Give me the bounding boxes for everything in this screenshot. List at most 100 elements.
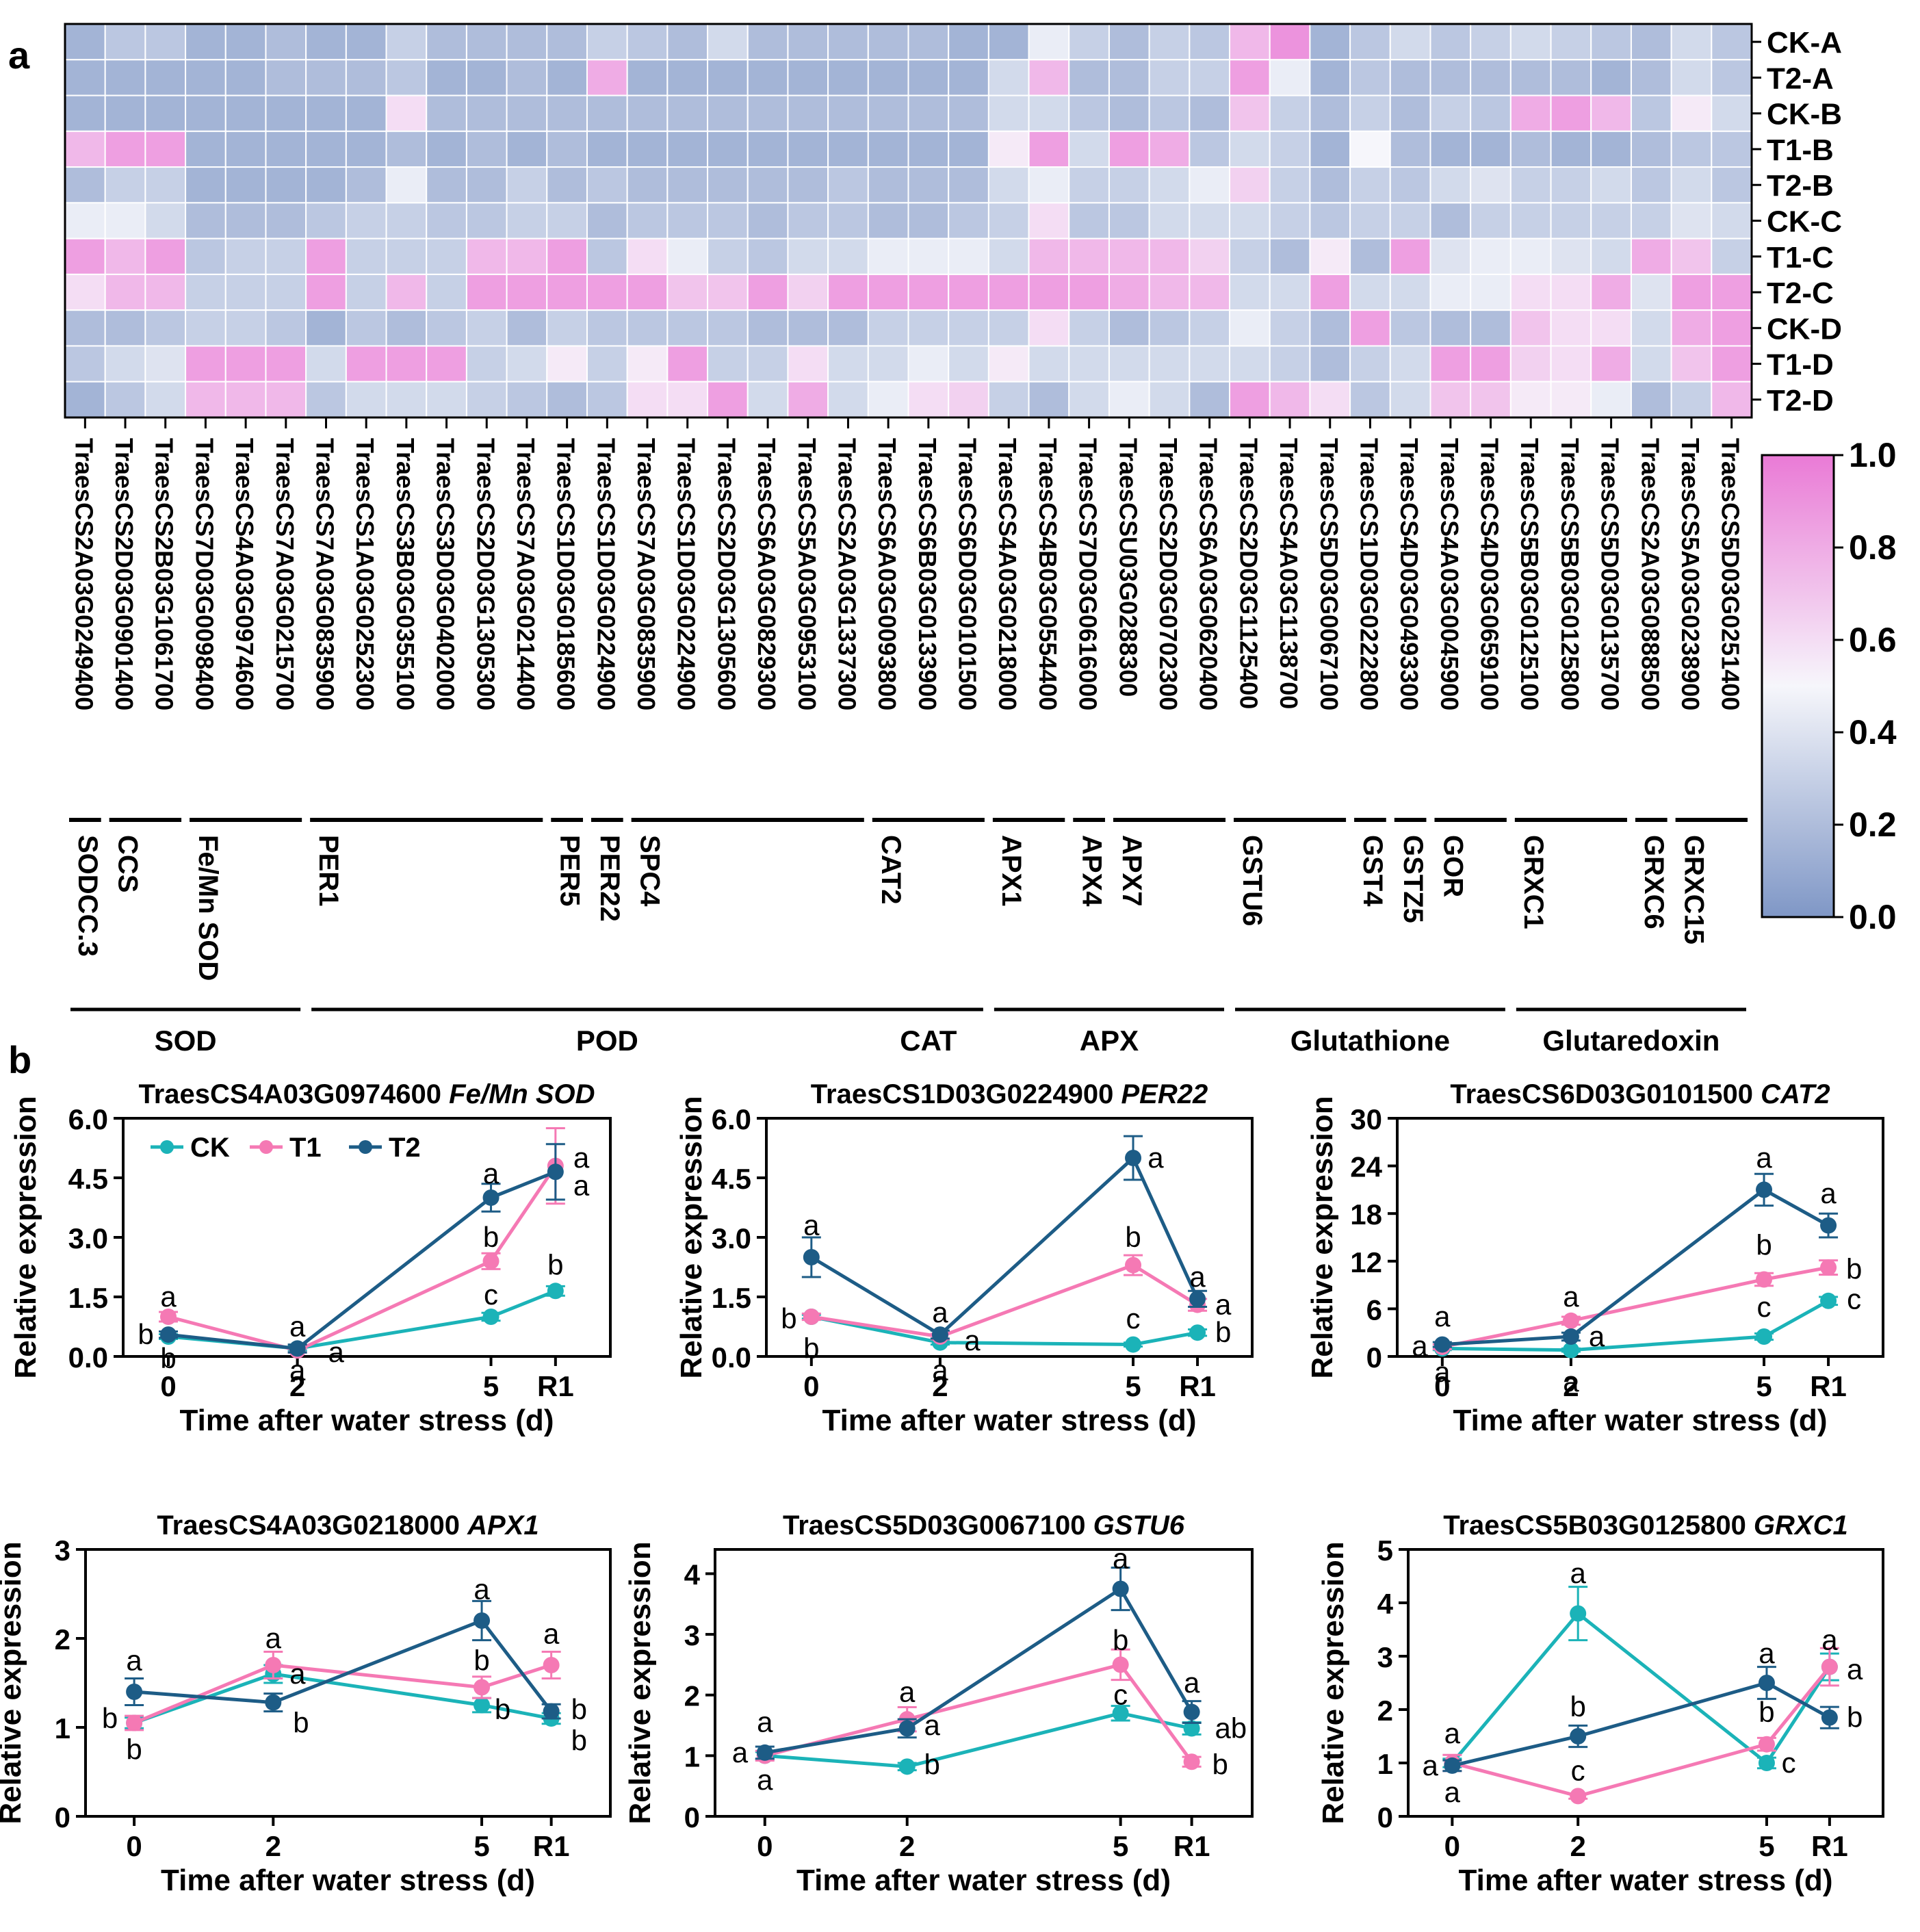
x-tick-label: 0: [126, 1830, 142, 1862]
heat-cell: [385, 345, 428, 383]
data-point-T1: [1756, 1271, 1773, 1288]
heat-cell: [465, 94, 508, 132]
heat-cell: [1509, 59, 1552, 96]
heat-cell: [1429, 166, 1472, 204]
x-tick-label: 5: [1125, 1370, 1141, 1402]
subgroup-label: GRXC1: [1518, 835, 1548, 929]
gene-label: TraesCS2D03G1305600: [712, 438, 740, 710]
significance-letter: b: [1847, 1701, 1863, 1734]
heat-cell: [1711, 59, 1753, 96]
heat-cell: [867, 381, 909, 419]
gene-label: TraesCS4A03G0974600: [231, 438, 259, 710]
heat-cell: [345, 237, 387, 275]
gene-label: TraesCS6B03G0133900: [913, 438, 942, 710]
heat-cell: [626, 166, 669, 204]
heat-cell: [747, 166, 789, 204]
y-tick-label: 3: [684, 1619, 700, 1651]
heat-cell: [1389, 94, 1431, 132]
panel-label-a: a: [8, 34, 30, 77]
significance-letter: a: [1821, 1624, 1838, 1656]
heat-cell: [265, 166, 307, 204]
heat-cell: [1711, 273, 1753, 311]
significance-letter: a: [757, 1764, 773, 1796]
subgroup-label: PER22: [595, 835, 625, 922]
heat-cell: [747, 23, 789, 61]
heat-cell: [1068, 273, 1110, 311]
heat-cell: [1269, 237, 1311, 275]
heat-cell: [426, 23, 467, 61]
significance-letter: b: [495, 1693, 510, 1725]
significance-letter: a: [328, 1336, 345, 1368]
gene-label: TraesCS7D03G0616000: [1074, 438, 1102, 710]
heat-cell: [385, 202, 428, 240]
heat-cell: [747, 273, 789, 311]
x-tick-label: 2: [265, 1830, 281, 1862]
subgroup-label: CCS: [113, 835, 143, 892]
series-line-T2: [168, 1170, 556, 1350]
heat-cell: [1028, 23, 1070, 61]
heat-cell: [1509, 94, 1552, 132]
heat-cell: [1028, 309, 1070, 347]
significance-letter: c: [1126, 1302, 1141, 1335]
significance-letter: a: [1434, 1300, 1451, 1332]
heat-cell: [787, 59, 829, 96]
significance-letter: a: [289, 1658, 306, 1690]
gene-label: TraesCS4A03G0045900: [1436, 438, 1464, 710]
heat-cell: [987, 309, 1030, 347]
heat-cell: [305, 309, 347, 347]
y-tick-label: 0: [1377, 1801, 1393, 1833]
data-point-T1: [482, 1252, 500, 1270]
y-axis-label: Relative expression: [9, 1096, 42, 1378]
chart-title-gene-id: TraesCS4A03G0974600: [138, 1079, 449, 1109]
gene-label: TraesCS2B03G1061700: [151, 438, 179, 710]
x-tick-label: 5: [1756, 1370, 1772, 1402]
heat-cell: [1028, 130, 1070, 168]
heat-cell: [1148, 94, 1191, 132]
y-tick-label: 4.5: [712, 1163, 751, 1195]
significance-letter: a: [1412, 1330, 1428, 1362]
significance-letter: a: [573, 1142, 590, 1174]
heat-cell: [626, 273, 669, 311]
heat-cell: [747, 345, 789, 383]
heat-cell: [747, 237, 789, 275]
heat-cell: [1028, 59, 1070, 96]
heat-cell: [1670, 273, 1713, 311]
heat-cell: [867, 23, 909, 61]
data-point-T1: [1112, 1656, 1129, 1673]
significance-letter: a: [483, 1157, 500, 1189]
heat-cell: [465, 273, 508, 311]
data-point-CK: [1183, 1720, 1200, 1737]
subgroup-label: SODCC.3: [73, 835, 103, 957]
heat-cell: [546, 23, 588, 61]
heat-cell: [1670, 345, 1713, 383]
data-point-T2: [482, 1189, 500, 1206]
heat-cell: [185, 237, 226, 275]
significance-letter: a: [1759, 1637, 1775, 1669]
group-label: SOD: [155, 1025, 217, 1057]
data-point-T2: [1821, 1709, 1838, 1726]
heat-cell: [1670, 94, 1713, 132]
heat-cell: [707, 59, 749, 96]
heat-cell: [1470, 130, 1512, 168]
data-point-T2: [1183, 1703, 1200, 1721]
heat-cell: [1309, 345, 1351, 383]
significance-letter: b: [571, 1725, 587, 1757]
heatmap: [64, 23, 1753, 419]
y-tick-label: 3.0: [68, 1222, 108, 1254]
heat-cell: [1028, 273, 1070, 311]
y-tick-label: 0.0: [68, 1341, 108, 1374]
heat-cell: [465, 23, 508, 61]
heat-cell: [867, 237, 909, 275]
series-line-T1: [764, 1662, 1193, 1763]
chart-title-gene-id: TraesCS5D03G0067100: [783, 1510, 1093, 1541]
series-line-CK: [1442, 1299, 1830, 1352]
legend-label: T1: [289, 1133, 322, 1163]
heat-cell: [1108, 166, 1150, 204]
heat-cell: [144, 23, 187, 61]
data-point-CK: [473, 1697, 491, 1714]
heat-cell: [1309, 166, 1351, 204]
heat-cell: [907, 23, 950, 61]
gene-label: TraesCS1D03G0224900: [592, 438, 620, 710]
heat-cell: [265, 23, 307, 61]
heat-cell: [224, 94, 267, 132]
